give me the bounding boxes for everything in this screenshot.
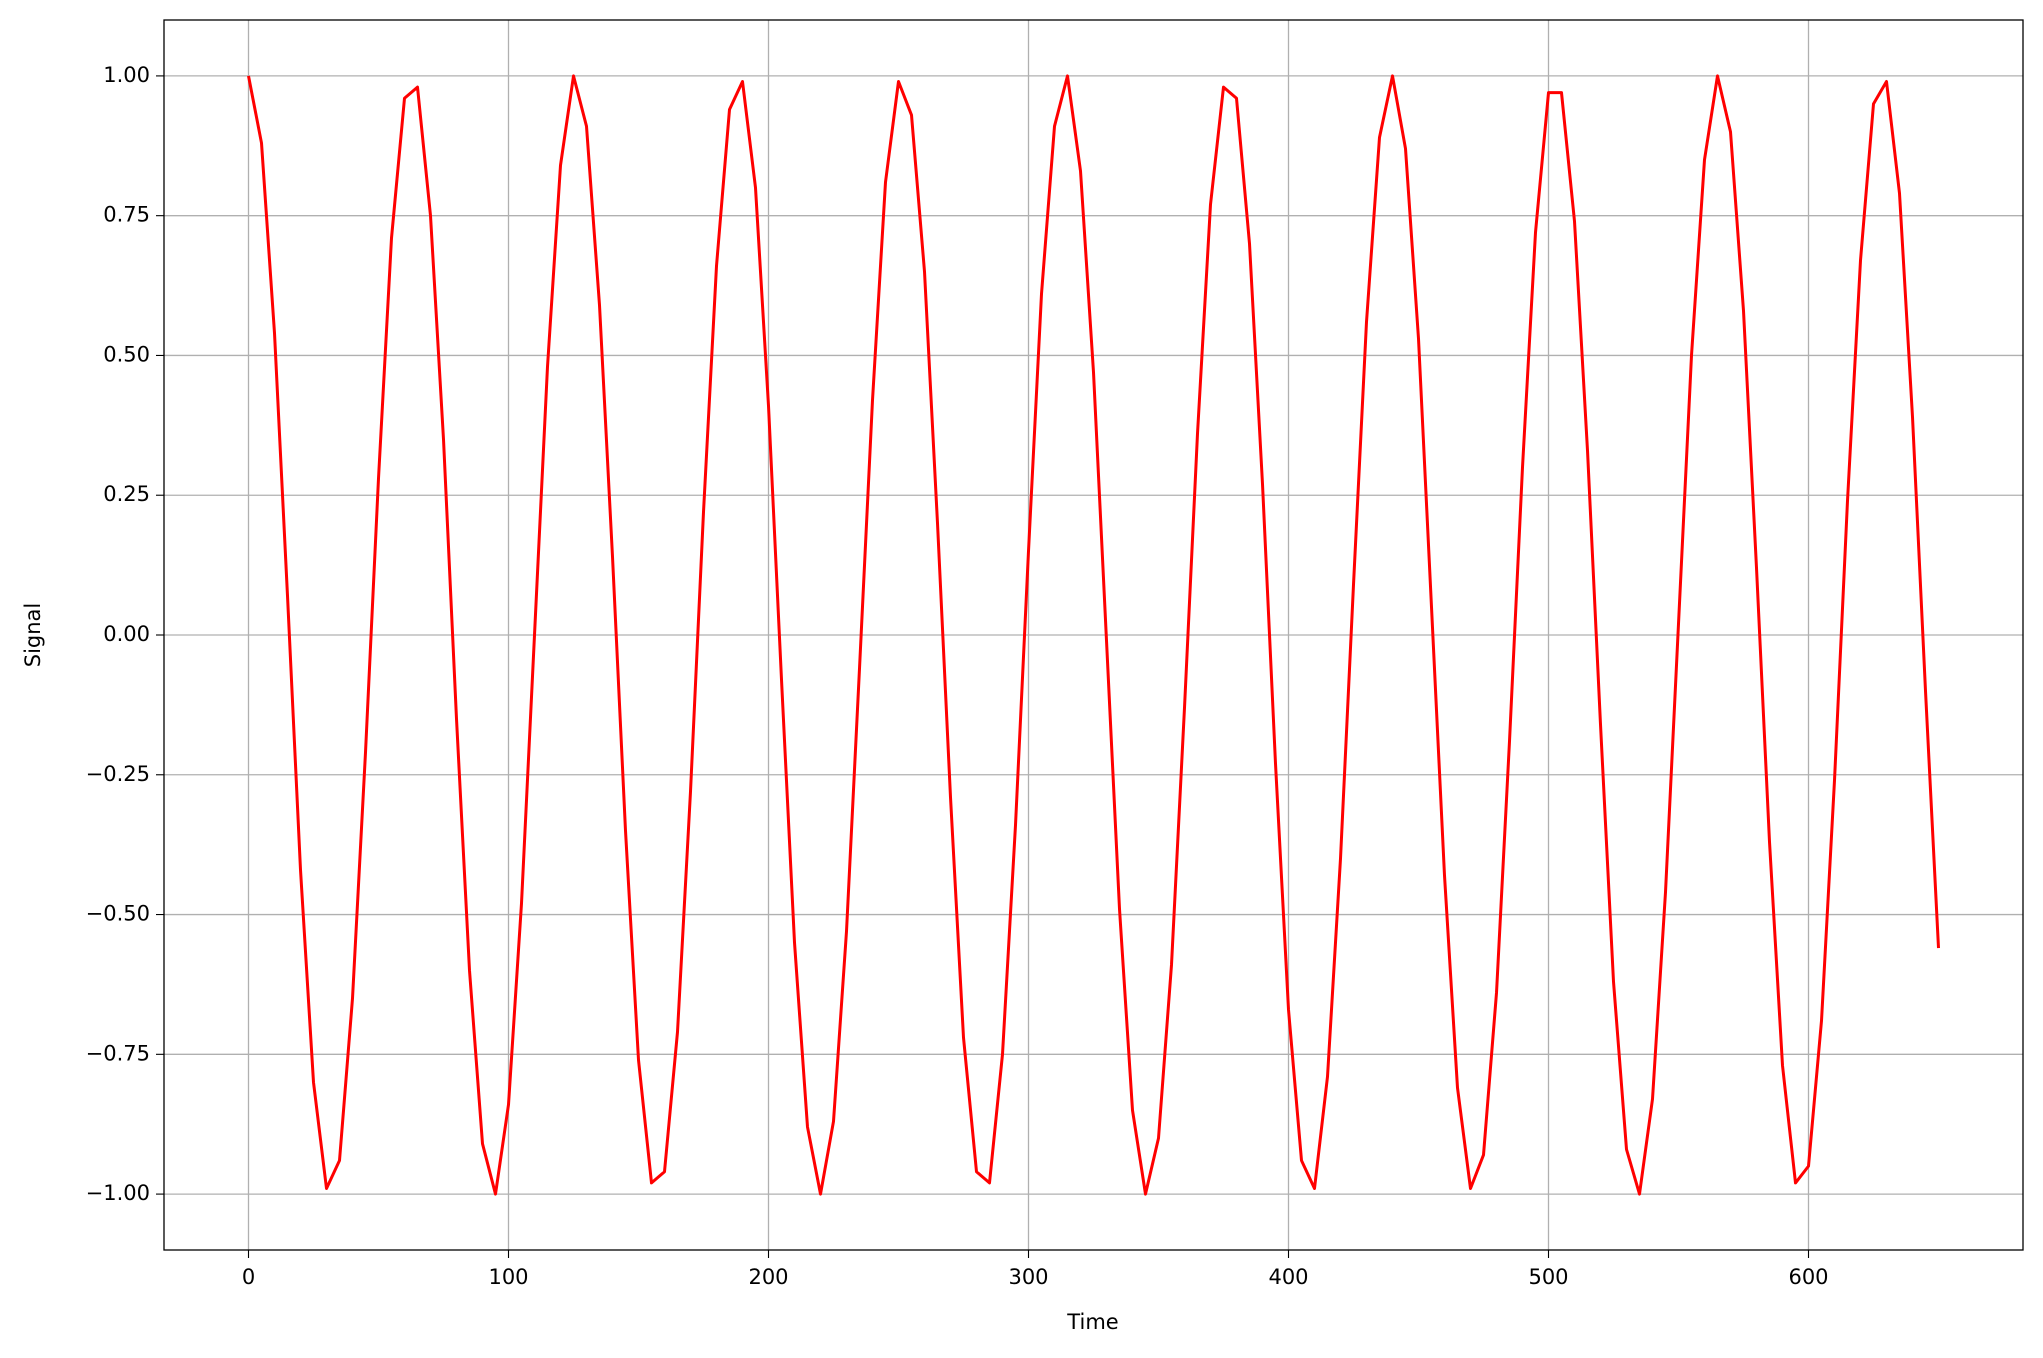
signal-line — [247, 74, 1940, 1196]
y-tick-label: 0.25 — [103, 482, 150, 506]
x-tick-label: 300 — [1008, 1265, 1048, 1289]
y-tick-label: −0.25 — [86, 762, 150, 786]
y-tick-label: −1.00 — [86, 1181, 150, 1205]
y-tick-label: 0.75 — [103, 203, 150, 227]
x-tick-label: 0 — [242, 1265, 255, 1289]
x-tick-label: 600 — [1788, 1265, 1828, 1289]
x-tick-label: 500 — [1528, 1265, 1568, 1289]
x-tick-label: 200 — [748, 1265, 788, 1289]
x-axis-label: Time — [1066, 1310, 1118, 1334]
plot-frame — [163, 19, 2024, 1251]
x-tick-label: 400 — [1268, 1265, 1308, 1289]
y-tick-label: 0.50 — [103, 342, 150, 366]
y-tick-label: 0.00 — [103, 622, 150, 646]
x-tick-label: 100 — [488, 1265, 528, 1289]
y-tick-label: 1.00 — [103, 63, 150, 87]
y-axis-label: Signal — [21, 603, 45, 668]
y-tick-label: −0.75 — [86, 1041, 150, 1065]
y-tick-label: −0.50 — [86, 902, 150, 926]
